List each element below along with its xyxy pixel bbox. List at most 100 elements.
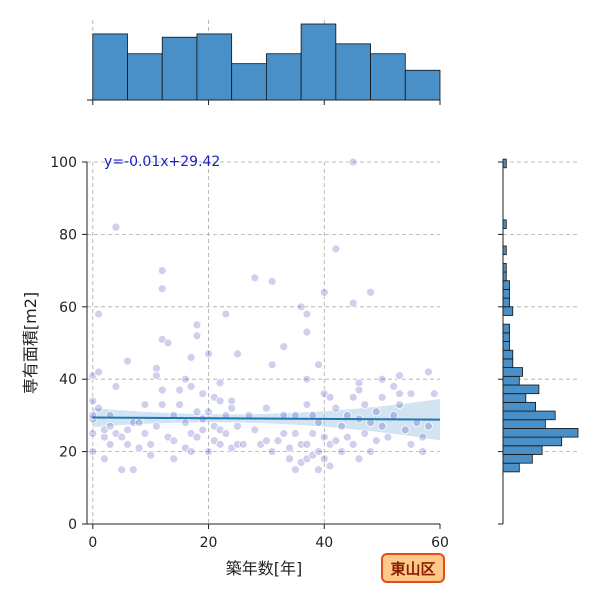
scatter-point [325,392,335,402]
scatter-point [308,429,318,438]
scatter-point [227,403,237,413]
x-tick-label: 20 [200,535,218,551]
scatter-point [366,447,375,457]
scatter-point [250,273,260,283]
scatter-point [314,465,323,475]
scatter-point [157,266,167,276]
scatter-point [261,436,271,446]
scatter-point [88,447,98,457]
scatter-point [261,403,271,413]
scatter-point [348,298,358,308]
top-hist-bar [404,69,441,101]
scatter-point [389,382,399,391]
scatter-point [88,429,98,438]
scatter-point [348,439,358,449]
scatter-point [123,425,132,435]
scatter-point [371,407,381,417]
right-hist-bar [502,306,514,316]
scatter-point [354,454,364,464]
scatter-point [348,392,358,402]
scatter-point [279,429,289,438]
x-axis-label: 築年数[年] [226,559,303,578]
regression-line [92,416,441,421]
regression-equation-label: y=-0.01x+29.42 [104,154,220,170]
scatter-point [331,403,341,413]
scatter-point [250,425,260,435]
scatter-point [123,439,132,449]
scatter-point [134,443,144,453]
right-hist-bar [502,393,527,403]
right-hist-bar [502,384,540,395]
scatter-point [325,461,335,471]
scatter-point [406,439,416,449]
x-tick-label: 0 [88,535,97,551]
scatter-point [424,367,433,377]
scatter-point [163,338,173,348]
scatter-point [395,389,404,399]
right-hist-bar [502,297,510,308]
scatter-point [221,429,231,438]
scatter-point [111,382,121,391]
scatter-point [204,447,213,457]
scatter-point [227,396,237,406]
scatter-point [99,454,109,464]
scatter-point [395,371,404,380]
scatter-point [198,425,208,435]
top-hist-bar [161,36,198,101]
scatter-point [360,429,370,438]
scatter-point [267,447,277,457]
scatter-point [400,425,410,435]
scatter-point [319,432,329,442]
scatter-point [296,302,306,312]
right-histogram [498,158,579,525]
scatter-point [215,378,225,388]
scatter-point [204,349,213,359]
scatter-point [424,421,433,431]
scatter-point [383,432,393,442]
y-tick-label: 40 [59,372,77,388]
district-badge-label: 東山区 [390,560,435,578]
scatter-point [331,244,341,254]
right-hist-bar [502,289,510,299]
right-hist-bar [502,367,523,377]
scatter-point [204,407,213,417]
scatter-point [192,407,202,417]
scatter-point [117,432,127,442]
scatter-point [117,465,127,475]
y-tick-label: 80 [59,227,77,243]
scatter-point [215,396,225,406]
right-hist-bar [502,332,510,342]
scatter-point [319,287,329,297]
scatter-point [406,389,416,399]
scatter-point [319,454,329,464]
top-hist-bar [370,53,406,101]
top-hist-bar [92,33,128,101]
right-hist-bar [502,401,537,412]
scatter-point [157,400,167,409]
right-hist-bar [502,454,533,464]
district-badge-box [381,553,445,583]
scatter-point [134,418,144,428]
scatter-point [395,400,404,409]
scatter-point [377,392,387,402]
scatter-point [105,439,115,449]
scatter-point [233,349,242,359]
scatter-point [279,342,289,352]
scatter-point [360,400,370,409]
scatter-point [331,436,341,446]
scatter-point [285,454,294,464]
scatter-point [302,309,312,319]
scatter-point [169,454,179,464]
scatter-point [348,157,358,167]
x-tick-label: 60 [431,535,449,551]
top-hist-bar [300,23,337,101]
scatter-point [233,421,242,431]
scatter-point [285,443,294,453]
top-hist-bar [335,43,371,101]
scatter-point [343,432,352,442]
scatter-point [302,400,312,409]
scatter-point [146,450,156,460]
scatter-point [215,439,225,449]
top-hist-bar [196,33,233,101]
scatter-point [290,429,300,438]
